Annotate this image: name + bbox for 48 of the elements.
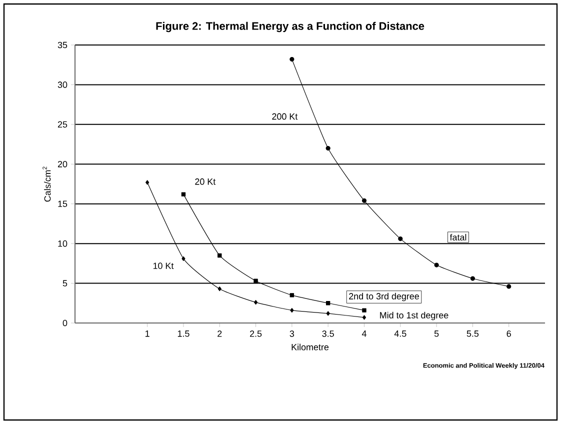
x-tick-label: 5.5 xyxy=(466,330,479,337)
y-tick-label: 30 xyxy=(58,82,68,88)
annotation: fatal xyxy=(450,234,466,241)
point xyxy=(362,308,366,312)
point xyxy=(398,236,403,242)
point xyxy=(290,293,294,298)
point xyxy=(254,300,258,305)
x-tick-label: 4.5 xyxy=(394,330,406,337)
point xyxy=(218,253,222,258)
annotation: 2nd to 3rd degree xyxy=(349,292,419,302)
x-tick-label: 2 xyxy=(218,330,222,337)
point xyxy=(181,192,186,196)
y-tick-label: 25 xyxy=(58,121,68,128)
y-tick-label: 35 xyxy=(58,42,68,48)
x-tick-label: 3 xyxy=(290,330,294,337)
y-tick-label: 0 xyxy=(62,320,68,326)
series-label: 20 Kt xyxy=(195,178,216,185)
point xyxy=(290,308,294,313)
y-tick-label: 20 xyxy=(58,160,68,168)
point xyxy=(326,311,330,316)
x-tick-label: 3.5 xyxy=(322,330,334,337)
point xyxy=(218,286,222,292)
x-tick-label: 1 xyxy=(146,330,150,337)
point xyxy=(182,256,186,261)
x-tick-label: 1.5 xyxy=(178,330,190,337)
chart-title: Figure 2: Thermal Energy as a Function of Distance xyxy=(156,22,424,32)
point xyxy=(362,198,367,203)
point xyxy=(326,301,330,306)
point xyxy=(470,276,475,281)
point xyxy=(146,180,150,185)
y-axis-title: Cals/cm$^{2}$ xyxy=(42,166,51,202)
annotation: Mid to 1st degree xyxy=(380,312,448,320)
point xyxy=(362,315,366,320)
x-axis-title: Kilometre xyxy=(292,344,329,350)
point xyxy=(506,284,512,289)
series-label: 10 Kt xyxy=(153,262,174,269)
point xyxy=(326,146,330,151)
x-tick-label: 6 xyxy=(506,330,511,337)
x-tick-label: 4 xyxy=(362,330,366,337)
point xyxy=(290,56,294,62)
x-tick-label: 5 xyxy=(434,330,439,337)
point xyxy=(254,278,258,284)
y-tick-label: 10 xyxy=(58,240,68,247)
x-tick-label: 2.5 xyxy=(250,330,262,337)
point xyxy=(434,262,439,268)
y-tick-label: 5 xyxy=(62,280,68,286)
series-label: 200 Kt xyxy=(272,113,298,120)
y-tick-label: 15 xyxy=(58,200,68,207)
